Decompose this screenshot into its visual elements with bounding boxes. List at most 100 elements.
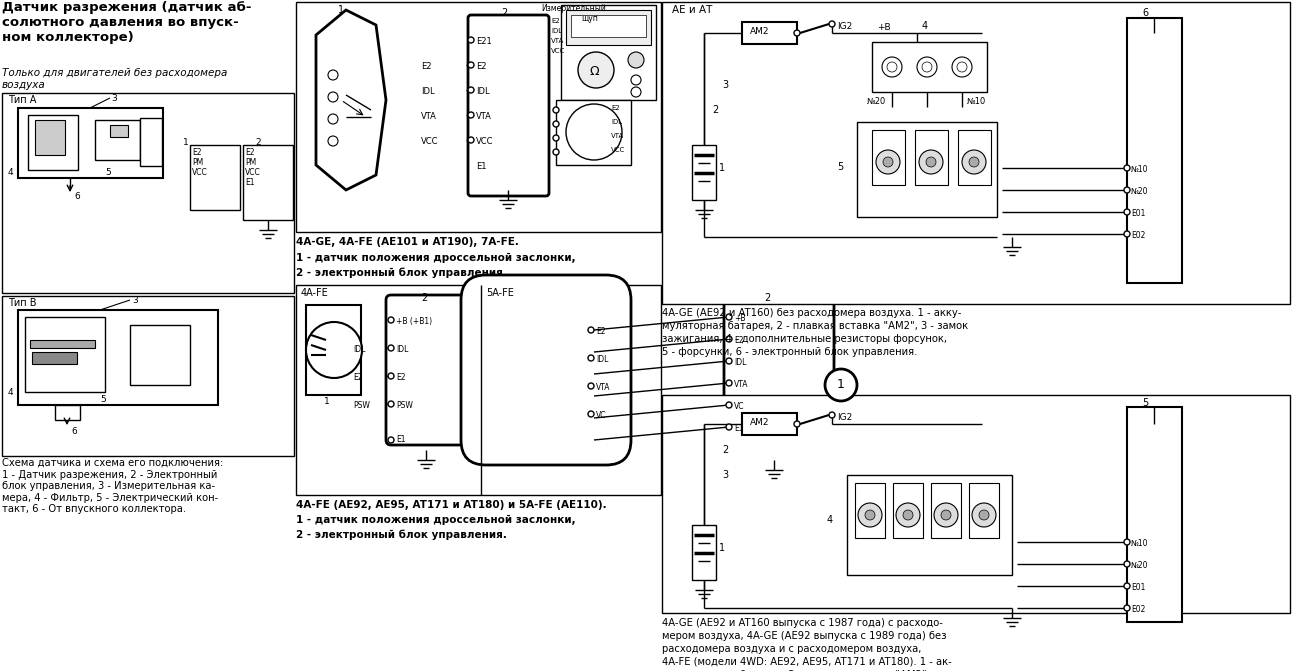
Text: АЕ и АТ: АЕ и АТ (672, 5, 712, 15)
Bar (94, 120, 140, 160)
Text: 2: 2 (764, 293, 771, 303)
Circle shape (388, 345, 394, 351)
Circle shape (588, 327, 593, 333)
Text: E2: E2 (596, 327, 605, 336)
Text: IDL: IDL (734, 358, 746, 367)
Text: E2: E2 (353, 373, 362, 382)
Bar (25, 317, 105, 392)
Circle shape (1124, 209, 1130, 215)
Circle shape (328, 92, 337, 102)
Text: Тип А: Тип А (8, 95, 36, 105)
Circle shape (1124, 583, 1130, 589)
Text: AM2: AM2 (750, 418, 769, 427)
Text: 1: 1 (325, 397, 330, 406)
Bar (1127, 18, 1182, 283)
Text: E2: E2 (191, 148, 202, 157)
Circle shape (962, 150, 987, 174)
Text: 3: 3 (111, 94, 116, 103)
Circle shape (794, 421, 800, 427)
Text: мером воздуха, 4A-GE (AE92 выпуска с 1989 года) без: мером воздуха, 4A-GE (AE92 выпуска с 198… (662, 631, 946, 641)
FancyBboxPatch shape (387, 295, 478, 445)
Circle shape (979, 510, 989, 520)
Text: 2 - электронный блок управления.: 2 - электронный блок управления. (296, 267, 507, 278)
Bar (742, 413, 796, 435)
Bar (847, 475, 1012, 575)
Text: E2: E2 (734, 336, 743, 345)
Text: 1: 1 (337, 5, 344, 15)
Text: Схема датчика и схема его подключения:
1 - Датчик разрежения, 2 - Электронный
бл: Схема датчика и схема его подключения: 1… (3, 458, 224, 515)
Text: IDL: IDL (353, 345, 366, 354)
Circle shape (794, 30, 800, 36)
Text: VTA: VTA (596, 383, 610, 392)
Circle shape (875, 150, 900, 174)
Text: 4A-FE (модели 4WD: AE92, AE95, AT171 и AT180). 1 - ак-: 4A-FE (модели 4WD: AE92, AE95, AT171 и A… (662, 657, 952, 667)
Text: 3: 3 (721, 80, 728, 90)
Circle shape (628, 52, 644, 68)
Text: E2: E2 (476, 62, 486, 71)
Bar (931, 483, 961, 538)
Bar (561, 5, 656, 100)
Circle shape (725, 380, 732, 386)
Circle shape (725, 314, 732, 320)
Text: 2: 2 (721, 445, 728, 455)
Text: 4A-GE, 4A-FE (AE101 и AT190), 7A-FE.: 4A-GE, 4A-FE (AE101 и AT190), 7A-FE. (296, 237, 518, 247)
Text: 2: 2 (500, 8, 507, 18)
Text: 4A-FE: 4A-FE (301, 288, 328, 298)
Circle shape (865, 510, 875, 520)
Circle shape (952, 57, 972, 77)
Circle shape (553, 121, 559, 127)
Text: Только для двигателей без расходомера
воздуха: Только для двигателей без расходомера во… (3, 68, 228, 90)
Circle shape (588, 411, 593, 417)
Text: Ω: Ω (590, 65, 599, 78)
Circle shape (553, 135, 559, 141)
Text: +В: +В (877, 23, 891, 32)
Circle shape (917, 57, 937, 77)
Text: VC: VC (734, 402, 745, 411)
Text: 2: 2 (255, 138, 261, 147)
Text: IDL: IDL (422, 87, 434, 96)
Circle shape (388, 437, 394, 443)
Text: №10: №10 (967, 97, 987, 106)
Text: РМ: РМ (244, 158, 256, 167)
Circle shape (934, 503, 958, 527)
Text: 6: 6 (1142, 8, 1148, 18)
Text: 3: 3 (721, 470, 728, 480)
Bar (3, 296, 294, 456)
Bar (306, 305, 361, 395)
Circle shape (468, 37, 475, 43)
Text: 4: 4 (8, 388, 14, 397)
Text: VCC: VCC (551, 48, 565, 54)
Text: E1: E1 (396, 435, 406, 444)
Bar (857, 122, 997, 217)
Bar (110, 125, 128, 137)
Text: IG2: IG2 (837, 413, 852, 422)
Bar (968, 483, 999, 538)
Text: 5: 5 (837, 162, 843, 172)
Bar (662, 2, 1290, 304)
Circle shape (566, 104, 622, 160)
Bar (296, 2, 661, 232)
Circle shape (1124, 187, 1130, 193)
Bar (855, 483, 884, 538)
Text: 2 - электронный блок управления.: 2 - электронный блок управления. (296, 529, 507, 539)
Text: 4A-GE (AE92 и AT160) без расходомера воздуха. 1 - акку-: 4A-GE (AE92 и AT160) без расходомера воз… (662, 308, 962, 318)
Text: 5A-FE: 5A-FE (486, 288, 513, 298)
Bar (572, 15, 646, 37)
Circle shape (725, 358, 732, 364)
Circle shape (328, 136, 337, 146)
Bar (692, 145, 716, 200)
Text: Е02: Е02 (1131, 231, 1146, 240)
Circle shape (1124, 539, 1130, 545)
Text: Е01: Е01 (1131, 583, 1146, 592)
Circle shape (882, 57, 903, 77)
Text: VTA: VTA (422, 112, 437, 121)
Text: 4: 4 (828, 515, 833, 525)
Circle shape (941, 510, 950, 520)
Text: №20: №20 (868, 97, 886, 106)
Bar (131, 325, 190, 385)
Text: 6: 6 (74, 192, 80, 201)
Circle shape (896, 503, 921, 527)
Text: №20: №20 (1131, 561, 1148, 570)
Circle shape (903, 510, 913, 520)
Circle shape (922, 62, 932, 72)
